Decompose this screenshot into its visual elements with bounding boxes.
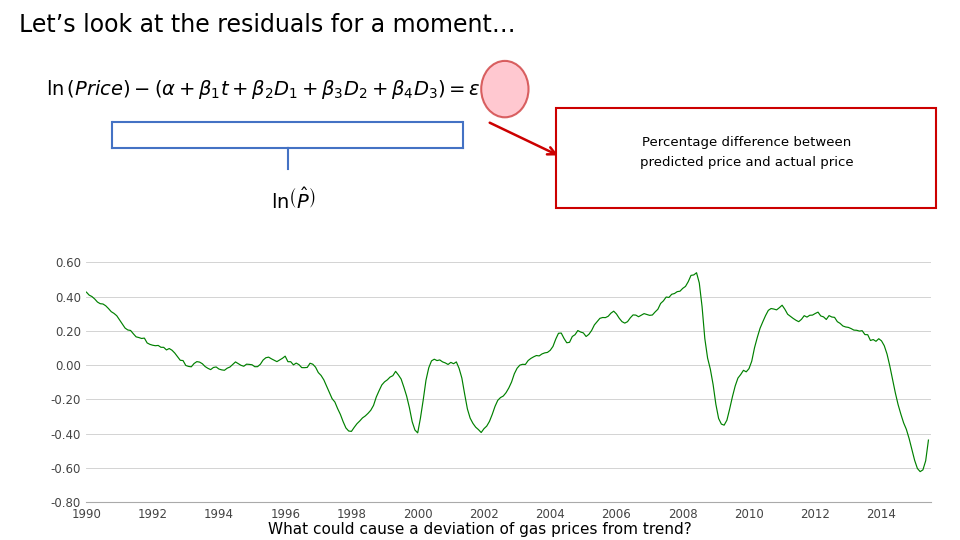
Text: Let’s look at the residuals for a moment…: Let’s look at the residuals for a moment…	[19, 14, 516, 37]
FancyBboxPatch shape	[557, 108, 937, 208]
Text: $\ln\!\left(\hat{P}\right)$: $\ln\!\left(\hat{P}\right)$	[271, 187, 316, 212]
Text: $\ln\left(\mathit{Price}\right)-\left(\alpha+\beta_1 t+\beta_2 D_1+\beta_3 D_2+\: $\ln\left(\mathit{Price}\right)-\left(\a…	[45, 78, 480, 100]
Text: Percentage difference between
predicted price and actual price: Percentage difference between predicted …	[639, 136, 853, 169]
Ellipse shape	[481, 61, 529, 117]
Text: What could cause a deviation of gas prices from trend?: What could cause a deviation of gas pric…	[268, 522, 692, 537]
